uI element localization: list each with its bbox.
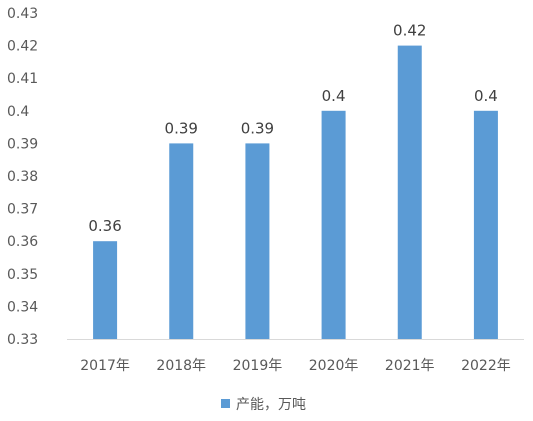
x-tick-label: 2022年 xyxy=(461,358,511,374)
y-tick-label: 0.43 xyxy=(7,6,38,22)
bar xyxy=(93,241,118,339)
x-tick-label: 2017年 xyxy=(80,358,130,374)
x-tick-label: 2021年 xyxy=(385,358,435,374)
y-tick-label: 0.39 xyxy=(7,136,38,152)
bar xyxy=(397,45,422,339)
data-label: 0.42 xyxy=(393,22,426,40)
bar xyxy=(321,110,346,339)
y-tick-label: 0.35 xyxy=(7,267,38,283)
y-tick-label: 0.34 xyxy=(7,299,38,315)
y-tick-label: 0.38 xyxy=(7,169,38,185)
x-axis: 2017年 2018年 2019年 2020年 2021年 2022年 xyxy=(80,358,510,374)
y-tick-label: 0.42 xyxy=(7,39,38,55)
legend-swatch xyxy=(221,399,230,408)
legend-label: 产能，万吨 xyxy=(236,397,306,413)
y-tick-label: 0.36 xyxy=(7,234,38,250)
x-tick-label: 2018年 xyxy=(156,358,206,374)
legend: 产能，万吨 xyxy=(221,397,306,413)
bar xyxy=(245,143,270,339)
x-tick-label: 2020年 xyxy=(309,358,359,374)
x-tick-label: 2019年 xyxy=(233,358,283,374)
bar xyxy=(473,110,498,339)
y-tick-label: 0.4 xyxy=(7,104,29,120)
y-tick-label: 0.37 xyxy=(7,202,38,218)
data-label: 0.4 xyxy=(474,87,498,105)
bars xyxy=(93,45,498,339)
data-label: 0.36 xyxy=(88,217,121,235)
y-axis: 0.33 0.34 0.35 0.36 0.37 0.38 0.39 0.4 0.41 0.42 0… xyxy=(7,6,38,348)
data-label: 0.4 xyxy=(322,87,346,105)
y-tick-label: 0.33 xyxy=(7,332,38,348)
data-labels: 0.36 0.39 0.39 0.4 0.42 0.4 xyxy=(88,22,497,236)
data-label: 0.39 xyxy=(165,119,198,137)
bar xyxy=(169,143,194,339)
data-label: 0.39 xyxy=(241,119,274,137)
y-tick-label: 0.41 xyxy=(7,71,38,87)
